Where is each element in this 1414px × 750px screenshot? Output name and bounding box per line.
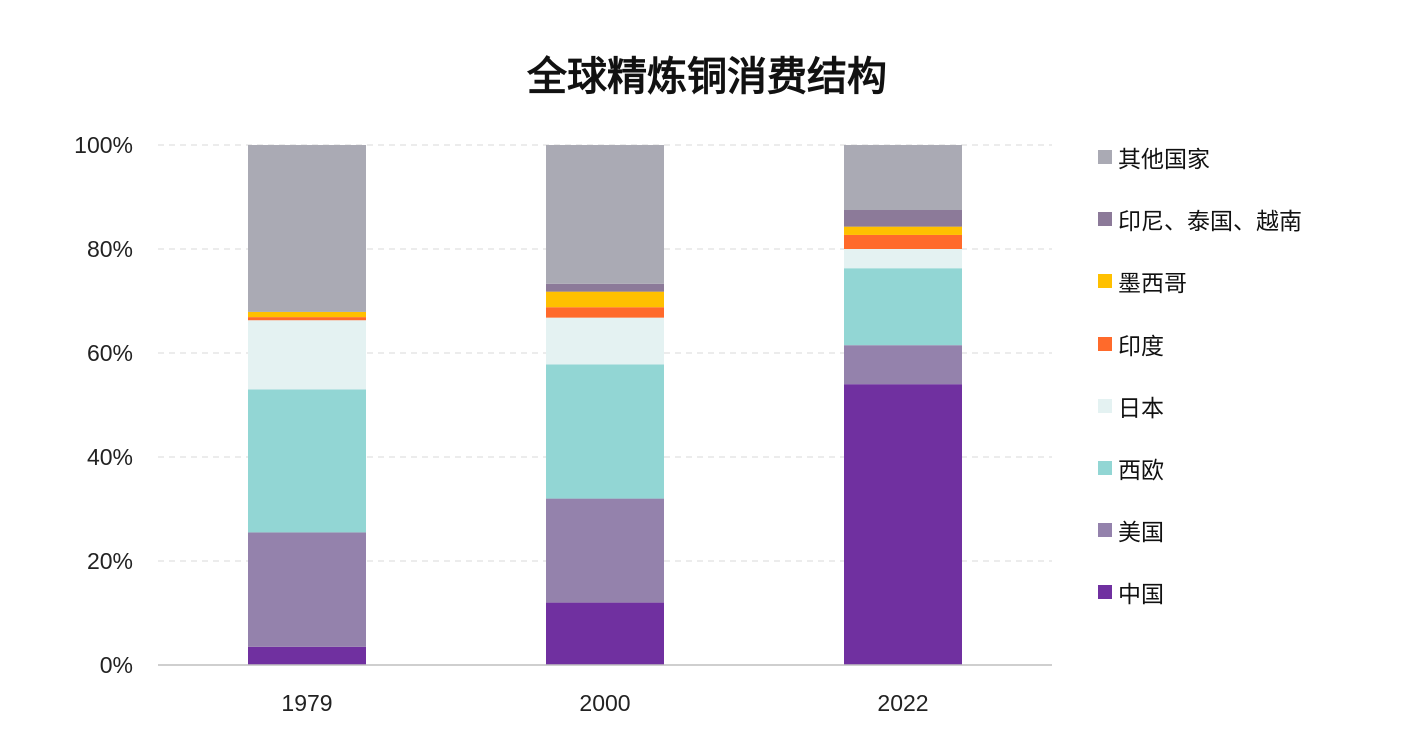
legend-swatch [1098, 150, 1112, 164]
bar-segment [546, 291, 664, 308]
legend-label: 日本 [1118, 395, 1164, 422]
bar-segment [844, 145, 962, 210]
legend-label: 西欧 [1118, 458, 1164, 484]
bar-segment [248, 320, 366, 390]
legend-item: 西欧 [1098, 453, 1164, 484]
bar-segment [248, 389, 366, 533]
x-tick-label: 2000 [579, 690, 630, 716]
legend-label: 印尼、泰国、越南 [1118, 209, 1302, 236]
legend-swatch [1098, 461, 1112, 475]
bar-segment [844, 210, 962, 227]
legend-swatch [1098, 398, 1112, 413]
bar-segment [844, 345, 962, 385]
y-tick-label: 80% [87, 236, 133, 262]
legend-label: 其他国家 [1118, 147, 1210, 173]
legend-item: 其他国家 [1098, 142, 1210, 173]
legend-label: 美国 [1118, 520, 1164, 547]
axes: 0% 20% 40% 60% 80% 100% 1979 2000 2022 [74, 132, 1052, 716]
x-tick-label: 2022 [877, 690, 928, 716]
bar-segment [248, 646, 366, 665]
bar-segment [844, 249, 962, 269]
bar-segment [248, 311, 366, 318]
legend-swatch [1098, 274, 1112, 289]
legend-swatch [1098, 212, 1112, 227]
legend-item: 印度 [1098, 329, 1164, 360]
bar-segment [546, 498, 664, 603]
bar-segment [248, 145, 366, 312]
y-tick-label: 60% [87, 340, 133, 366]
legend-swatch [1098, 585, 1112, 600]
bar-segment [546, 317, 664, 365]
legend-item: 墨西哥 [1098, 266, 1187, 298]
bar-segment [844, 268, 962, 346]
legend-label: 印度 [1118, 333, 1164, 360]
chart-title: 全球精炼铜消费结构 [527, 54, 887, 100]
legend-item: 日本 [1098, 391, 1164, 422]
legend-item: 中国 [1098, 577, 1164, 609]
bar-segment [546, 602, 664, 665]
bars [248, 145, 962, 665]
x-tick-label: 1979 [281, 690, 332, 716]
legend-item: 印尼、泰国、越南 [1098, 204, 1302, 236]
y-tick-label: 100% [74, 132, 133, 158]
legend-item: 美国 [1098, 515, 1164, 547]
legend-label: 墨西哥 [1118, 271, 1187, 298]
bar-segment [546, 364, 664, 499]
bar-segment [546, 283, 664, 292]
y-tick-label: 40% [87, 444, 133, 470]
bar-segment [248, 317, 366, 321]
y-tick-label: 0% [100, 652, 133, 678]
y-tick-label: 20% [87, 548, 133, 574]
bar-segment [844, 226, 962, 235]
legend-label: 中国 [1118, 582, 1164, 609]
bar-segment [844, 384, 962, 665]
bar-segment [844, 234, 962, 249]
bar-segment [248, 532, 366, 647]
bar-segment [546, 145, 664, 284]
bar-segment [546, 307, 664, 318]
legend-swatch [1098, 336, 1112, 351]
legend-swatch [1098, 523, 1112, 538]
